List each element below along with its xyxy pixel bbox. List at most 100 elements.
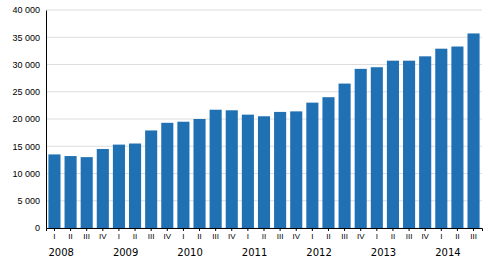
x-tick-mark (264, 228, 265, 231)
y-tick-label: 40 000 (12, 5, 40, 15)
x-tick-mark (151, 228, 152, 231)
y-tick: 40 000 (12, 5, 46, 15)
x-tick-mark (183, 228, 184, 231)
bar (113, 145, 125, 228)
x-tick: I (53, 228, 55, 241)
x-tick-label: II (455, 232, 459, 241)
x-tick-label: III (470, 232, 477, 241)
bar (274, 112, 286, 228)
x-tick-label: IV (357, 232, 365, 241)
bar (290, 111, 302, 228)
x-tick: I (182, 228, 184, 241)
y-tick-label: 25 000 (12, 87, 40, 97)
x-tick: III (212, 228, 219, 241)
x-tick-label: I (311, 232, 313, 241)
bar (242, 115, 254, 228)
x-tick-mark (457, 228, 458, 231)
bar (419, 56, 431, 228)
bar (322, 97, 334, 228)
bar (145, 130, 157, 228)
bar (355, 69, 367, 228)
x-tick: I (311, 228, 313, 241)
year-label: 2009 (113, 247, 138, 258)
y-tick: 20 000 (12, 114, 46, 124)
x-tick: IV (228, 228, 236, 241)
x-tick: III (470, 228, 477, 241)
x-tick: III (277, 228, 284, 241)
y-axis-line (46, 11, 47, 229)
x-tick-label: I (118, 232, 120, 241)
bar (387, 61, 399, 228)
x-tick-label: II (68, 232, 72, 241)
x-tick: I (247, 228, 249, 241)
grid-line (46, 37, 482, 38)
x-tick: II (326, 228, 330, 241)
x-tick-mark (247, 228, 248, 231)
x-tick-label: III (341, 232, 348, 241)
y-tick: 15 000 (12, 142, 46, 152)
y-tick: 10 000 (12, 169, 46, 179)
bar (129, 144, 141, 228)
grid-line (46, 91, 482, 92)
x-tick: III (83, 228, 90, 241)
x-tick-label: II (133, 232, 137, 241)
x-tick-mark (473, 228, 474, 231)
x-tick-mark (86, 228, 87, 231)
x-tick: IV (164, 228, 172, 241)
x-tick: IV (421, 228, 429, 241)
x-tick-mark (199, 228, 200, 231)
x-tick: III (148, 228, 155, 241)
x-tick-mark (215, 228, 216, 231)
bar (97, 149, 109, 228)
x-tick-mark (360, 228, 361, 231)
bar (339, 84, 351, 228)
x-tick-label: II (391, 232, 395, 241)
year-label: 2014 (435, 247, 460, 258)
bar (306, 103, 318, 228)
year-label: 2010 (177, 247, 202, 258)
x-tick-mark (328, 228, 329, 231)
x-tick: II (391, 228, 395, 241)
x-tick-mark (102, 228, 103, 231)
annotations: 2008200920102011201220132014 (48, 247, 460, 258)
x-tick-mark (409, 228, 410, 231)
x-tick-label: IV (421, 232, 429, 241)
x-tick-label: II (326, 232, 330, 241)
y-tick-label: 20 000 (12, 114, 40, 124)
x-tick-mark (54, 228, 55, 231)
x-tick-label: I (182, 232, 184, 241)
bar (435, 49, 447, 228)
year-label: 2008 (48, 247, 73, 258)
x-tick-label: III (83, 232, 90, 241)
x-tick-label: II (262, 232, 266, 241)
bar (48, 154, 60, 228)
x-tick-label: I (376, 232, 378, 241)
grid-line (46, 10, 482, 11)
y-tick: 0 (35, 223, 46, 233)
y-tick: 35 000 (12, 33, 46, 43)
x-tick-mark (167, 228, 168, 231)
x-tick-label: IV (228, 232, 236, 241)
x-tick: II (133, 228, 137, 241)
y-tick-label: 15 000 (12, 142, 40, 152)
x-tick: III (406, 228, 413, 241)
bar (193, 119, 205, 228)
x-tick-label: III (277, 232, 284, 241)
bar (65, 156, 77, 228)
x-tick-label: II (197, 232, 201, 241)
x-tick-mark (296, 228, 297, 231)
x-tick-mark (70, 228, 71, 231)
x-tick-mark (425, 228, 426, 231)
bar (467, 33, 479, 228)
x-tick: IV (99, 228, 107, 241)
x-tick: IV (357, 228, 365, 241)
x-tick-label: I (247, 232, 249, 241)
bar (210, 110, 222, 228)
x-axis: IIIIIIIVIIIIIIIVIIIIIIIVIIIIIIIVIIIIIIIV… (47, 228, 483, 241)
y-tick-label: 10 000 (12, 169, 40, 179)
bar (81, 157, 93, 228)
y-tick: 25 000 (12, 87, 46, 97)
x-tick: II (262, 228, 266, 241)
x-tick: I (440, 228, 442, 241)
year-label: 2012 (306, 247, 331, 258)
